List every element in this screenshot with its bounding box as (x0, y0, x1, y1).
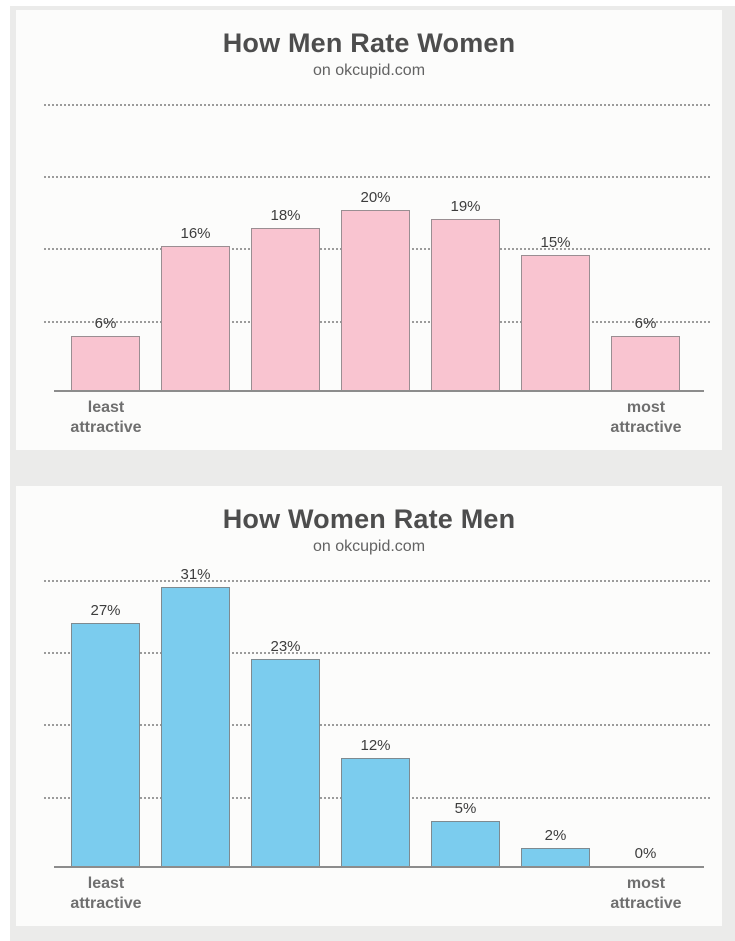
bar-value-label: 20% (360, 189, 391, 206)
gridline (44, 104, 710, 106)
bar-value-label: 12% (360, 737, 391, 754)
gridline (44, 580, 710, 582)
x-axis-label-most-attractive: most attractive (610, 399, 682, 436)
gridline (44, 724, 710, 726)
bar-group: 20% (341, 189, 410, 390)
bar-value-label: 2% (544, 827, 567, 844)
bar (71, 623, 140, 866)
bar (341, 210, 410, 390)
bar-group: 5% (431, 800, 500, 866)
page-left-edge (0, 0, 10, 941)
bar-group: 31% (161, 566, 230, 866)
bar-group: 19% (431, 198, 500, 390)
bar-group: 18% (251, 207, 320, 390)
bar (341, 758, 410, 866)
chart-title: How Women Rate Men (222, 504, 516, 534)
bar-group: 6% (611, 315, 680, 390)
x-axis-labels: least attractive most attractive (54, 398, 704, 442)
bar (431, 219, 500, 390)
chart-panel-women-rate-men: How Women Rate Men on okcupid.com 27% 31… (16, 486, 722, 926)
bar-group: 15% (521, 234, 590, 390)
bars-row: 6% 16% 18% 20% 19% 15% (71, 189, 680, 390)
x-axis-label-least-attractive: least attractive (70, 875, 142, 912)
bar (161, 587, 230, 866)
bar-group: 0% (611, 845, 680, 866)
bar-value-label: 6% (634, 315, 657, 332)
bar-group: 12% (341, 737, 410, 866)
bar-value-label: 31% (180, 566, 211, 583)
plot-area: 27% 31% 23% 12% 5% 2% (44, 566, 710, 868)
gridline (44, 652, 710, 654)
x-axis-label-least-attractive: least attractive (70, 399, 142, 436)
x-axis-labels: least attractive most attractive (54, 874, 704, 918)
chart-subtitle: on okcupid.com (312, 62, 426, 79)
bar (521, 848, 590, 866)
bar-value-label: 15% (540, 234, 571, 251)
bar-group: 6% (71, 315, 140, 390)
bar-value-label: 23% (270, 638, 301, 655)
bar (431, 821, 500, 866)
bar (521, 255, 590, 390)
bar-group: 2% (521, 827, 590, 866)
bar (161, 246, 230, 390)
bar-value-label: 16% (180, 225, 211, 242)
chart-panel-men-rate-women: How Men Rate Women on okcupid.com 6% 16%… (16, 10, 722, 450)
page-top-edge (0, 0, 735, 6)
bar (71, 336, 140, 390)
x-axis-label-most-attractive: most attractive (610, 875, 682, 912)
gridline (44, 176, 710, 178)
plot-area: 6% 16% 18% 20% 19% 15% (44, 90, 710, 392)
bar (251, 659, 320, 866)
bar-value-label: 27% (90, 602, 121, 619)
bar-value-label: 5% (454, 800, 477, 817)
bar-value-label: 6% (94, 315, 117, 332)
chart-subtitle: on okcupid.com (312, 538, 426, 555)
bar (611, 336, 680, 390)
bar-group: 23% (251, 638, 320, 866)
bar-value-label: 0% (634, 845, 657, 862)
bar-group: 16% (161, 225, 230, 390)
bars-row: 27% 31% 23% 12% 5% 2% (71, 566, 680, 866)
bar (251, 228, 320, 390)
bar-value-label: 18% (270, 207, 301, 224)
bar-value-label: 19% (450, 198, 481, 215)
bar-group: 27% (71, 602, 140, 866)
chart-title: How Men Rate Women (222, 28, 516, 58)
